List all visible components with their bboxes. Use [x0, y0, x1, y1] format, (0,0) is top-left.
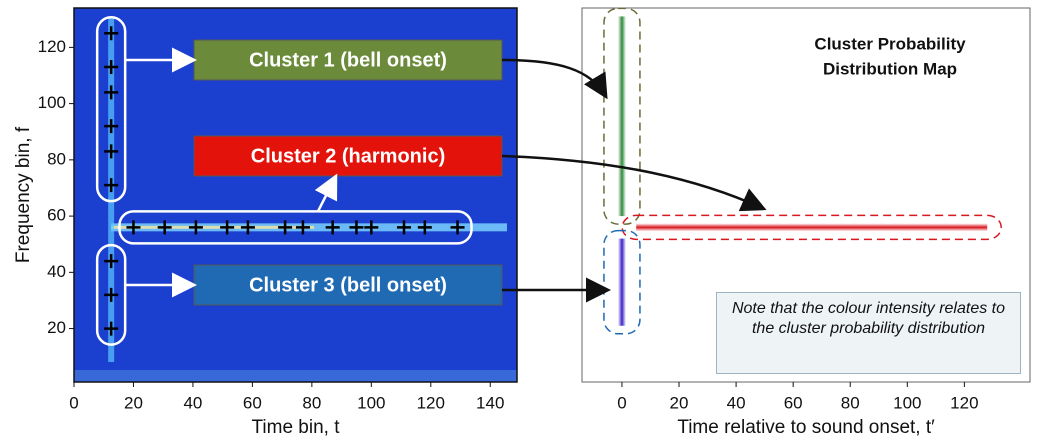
cluster-label-box: [193, 135, 503, 177]
cluster-point: [240, 220, 255, 235]
chart-title: Cluster Probability: [814, 34, 966, 53]
cluster-point: [126, 220, 141, 235]
cluster-point: [104, 321, 119, 336]
cluster-point: [104, 144, 119, 159]
x-tick-label: 80: [302, 393, 321, 412]
cluster-point: [104, 26, 119, 41]
x-tick-label: 60: [784, 393, 803, 412]
cluster-point: [295, 220, 310, 235]
cluster-point: [417, 220, 432, 235]
y-axis-label: Frequency bin, f: [13, 126, 34, 263]
x-tick-label: 100: [893, 393, 921, 412]
x-tick-label: 100: [357, 393, 385, 412]
noise-floor: [74, 370, 517, 382]
connector-arrow: [501, 154, 767, 212]
y-tick-label: 120: [38, 37, 66, 56]
cluster-outline: [95, 16, 127, 203]
x-tick-label: 20: [670, 393, 689, 412]
cluster-label: Cluster 2 (harmonic): [251, 145, 445, 167]
cluster-point: [104, 119, 119, 134]
cluster-outline: [118, 210, 473, 245]
x-tick-label: 0: [617, 393, 626, 412]
cluster-point: [104, 85, 119, 100]
cluster-point: [104, 287, 119, 302]
x-tick-label: 120: [417, 393, 445, 412]
cluster-point: [104, 178, 119, 193]
cluster-point: [278, 220, 293, 235]
cluster-label-box: [193, 264, 503, 306]
y-tick-label: 40: [47, 262, 66, 281]
cluster-point: [188, 220, 203, 235]
connector-arrow: [501, 58, 608, 100]
x-tick-label: 120: [950, 393, 978, 412]
cluster-point: [157, 220, 172, 235]
x-axis-label: Time relative to sound onset, t′: [677, 417, 935, 438]
x-tick-label: 140: [476, 393, 504, 412]
y-tick-label: 80: [47, 149, 66, 168]
x-tick-label: 0: [69, 393, 78, 412]
cluster-label-box: [193, 39, 503, 81]
cluster-label: Cluster 3 (bell onset): [249, 274, 447, 296]
cluster-point: [104, 254, 119, 269]
x-tick-label: 80: [841, 393, 860, 412]
x-axis-label: Time bin, t: [252, 417, 341, 438]
cluster-point: [325, 220, 340, 235]
probability-band: [617, 16, 626, 217]
plot-frame: [73, 7, 518, 383]
cluster-label: Cluster 1 (bell onset): [249, 49, 447, 71]
harmonic-core: [111, 225, 315, 229]
x-tick-label: 40: [727, 393, 746, 412]
cluster-point: [220, 220, 235, 235]
note: Note that the colour intensity relates t…: [716, 292, 1021, 374]
cluster-point: [364, 220, 379, 235]
y-tick-label: 20: [47, 318, 66, 337]
cluster-outline: [95, 243, 127, 346]
y-tick-label: 100: [38, 93, 66, 112]
y-tick-label: 60: [47, 206, 66, 225]
cluster-region-outline: [621, 214, 1002, 241]
chart-title: Distribution Map: [823, 59, 957, 78]
probability-band: [636, 223, 988, 232]
probability-band: [617, 238, 626, 326]
x-tick-label: 40: [183, 393, 202, 412]
cluster-point: [397, 220, 412, 235]
cluster-point: [104, 60, 119, 75]
pointer-arrow: [314, 173, 338, 212]
x-tick-label: 60: [243, 393, 262, 412]
cluster-region-outline: [603, 229, 641, 335]
cluster-point: [450, 220, 465, 235]
x-tick-label: 20: [124, 393, 143, 412]
cluster-region-outline: [603, 7, 641, 225]
cluster-point: [349, 220, 364, 235]
